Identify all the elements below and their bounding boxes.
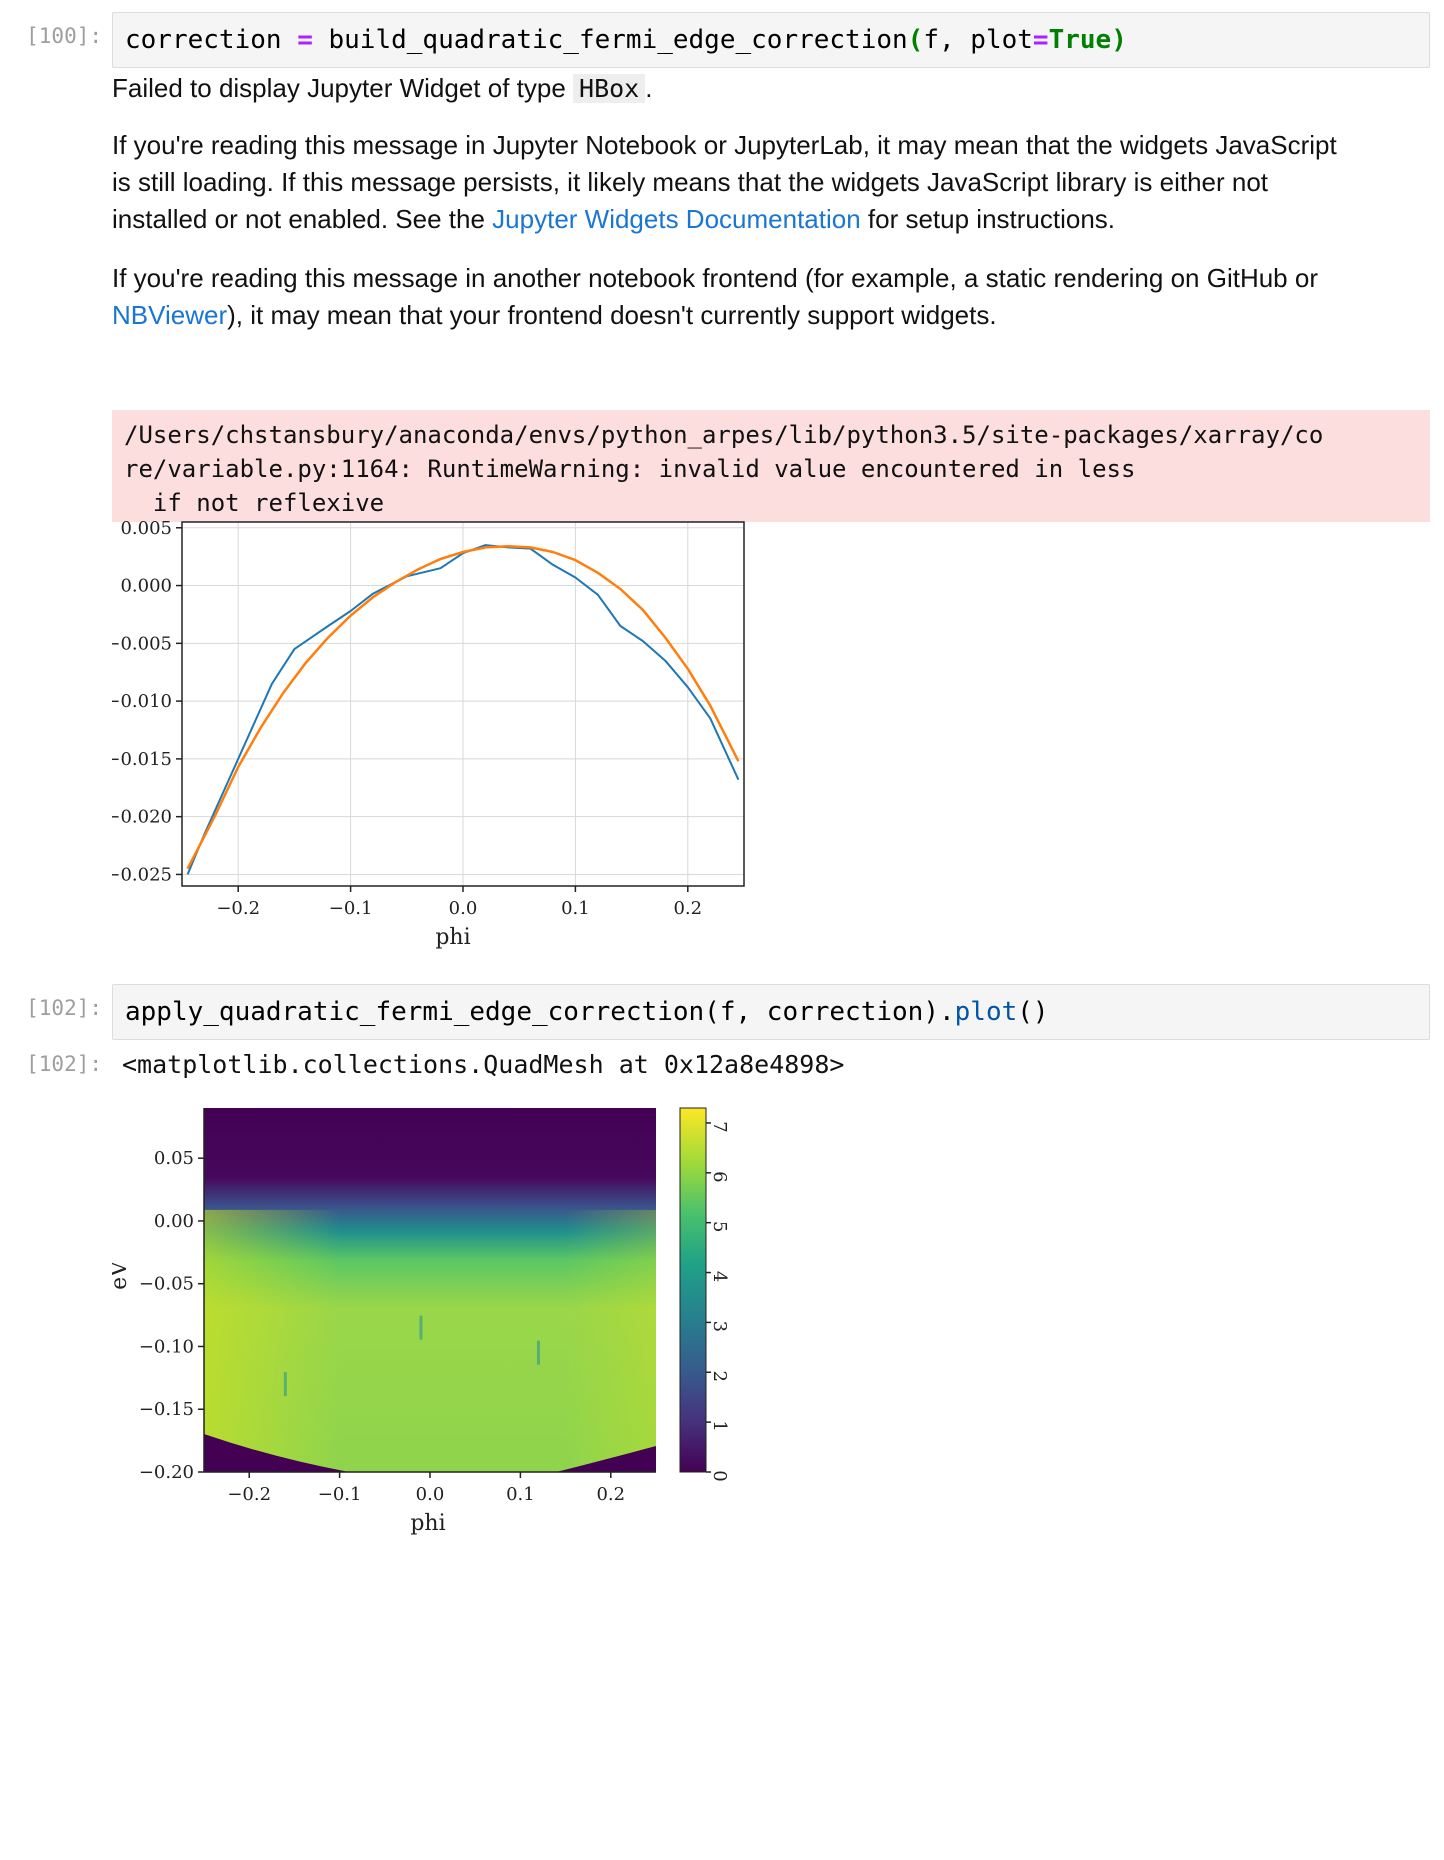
y-tick-label: 0.000 [120, 576, 172, 597]
colorbar-tick-label: 3 [709, 1321, 730, 1332]
code-token: = [297, 25, 313, 55]
x-tick-label: 0.2 [673, 898, 702, 919]
stderr-line: if not reflexive [124, 489, 385, 517]
x-axis-label: phi [435, 925, 470, 950]
stderr-output: /Users/chstansbury/anaconda/envs/python_… [112, 410, 1430, 522]
code-token: build_quadratic_fermi_edge_correction [312, 25, 908, 55]
widget-message-paragraph: If you're reading this message in Jupyte… [112, 130, 1337, 234]
x-tick-label: 0.1 [506, 1484, 535, 1505]
code-token: True [1048, 25, 1112, 55]
y-tick-label: −0.005 [112, 633, 172, 654]
colorbar-tick-label: 1 [709, 1420, 730, 1431]
stderr-line: /Users/chstansbury/anaconda/envs/python_… [124, 421, 1324, 449]
code-token: correction [125, 25, 298, 55]
cell-prompt: [100]: [26, 24, 102, 48]
x-tick-label: −0.1 [329, 898, 373, 919]
data-series-line [186, 544, 740, 875]
code-cell-input[interactable]: correction = build_quadratic_fermi_edge_… [112, 12, 1430, 68]
heatmap-streak [536, 1340, 540, 1365]
code-token: = [1032, 25, 1049, 55]
colorbar-tick-label: 6 [709, 1171, 730, 1182]
x-tick-label: 0.2 [596, 1484, 625, 1505]
corrected-spectrum-heatmap: −0.2 −0.1 0.0 0.1 0.2 0.05 0.00 −0.05 −0.10 −0.15… [112, 1107, 730, 1536]
code-token: ) [1111, 25, 1127, 55]
x-tick-label: 0.1 [561, 898, 590, 919]
x-tick-label: 0.0 [416, 1484, 445, 1505]
code-token: ( [907, 25, 924, 55]
y-tick-label: −0.15 [139, 1399, 194, 1420]
widget-message-line: Failed to display Jupyter Widget of type… [112, 73, 653, 103]
y-tick-label: −0.010 [112, 691, 172, 712]
heatmap-brightness-overlay [204, 1209, 656, 1472]
colorbar-tick-label: 0 [709, 1470, 730, 1481]
heatmap-streak [283, 1372, 287, 1397]
cell-output-prompt: [102]: [26, 1052, 102, 1076]
output-repr: <matplotlib.collections.QuadMesh at 0x12… [122, 1050, 845, 1079]
y-tick-label: 0.005 [120, 520, 172, 539]
x-tick-label: 0.0 [449, 898, 478, 919]
widget-message: Failed to display Jupyter Widget of type… [112, 66, 1352, 334]
y-tick-label: −0.025 [112, 864, 172, 885]
colorbar-tick-label: 5 [709, 1221, 730, 1232]
colorbar-tick-label: 2 [709, 1371, 730, 1382]
nbviewer-link[interactable]: NBViewer [112, 300, 228, 330]
code-token: f, plot [923, 25, 1033, 55]
colorbar-tick-label: 4 [709, 1271, 730, 1282]
x-tick-label: −0.1 [318, 1484, 362, 1505]
x-tick-label: −0.2 [216, 898, 260, 919]
widget-message-paragraph: If you're reading this message in anothe… [112, 263, 1318, 330]
code-cell-input[interactable]: apply_quadratic_fermi_edge_correction(f,… [112, 984, 1430, 1040]
y-axis-label: eV [112, 1260, 132, 1290]
stderr-line: re/variable.py:1164: RuntimeWarning: inv… [124, 455, 1136, 483]
y-tick-label: −0.10 [139, 1336, 194, 1357]
x-axis-label: phi [410, 1511, 445, 1536]
y-tick-label: −0.20 [139, 1462, 194, 1483]
cell-prompt: [102]: [26, 996, 102, 1020]
jupyter-widgets-docs-link[interactable]: Jupyter Widgets Documentation [492, 204, 861, 234]
colorbar [679, 1107, 707, 1473]
heatmap-right-corner [556, 1446, 656, 1472]
fit-series-line [186, 545, 740, 870]
code-token: apply_quadratic_fermi_edge_correction(f,… [125, 997, 955, 1027]
y-tick-label: −0.020 [112, 807, 172, 828]
colorbar-tick-label: 7 [709, 1121, 730, 1132]
y-tick-label: −0.015 [112, 749, 172, 770]
y-tick-label: −0.05 [139, 1274, 194, 1295]
heatmap-left-corner [204, 1434, 349, 1472]
heatmap-streak [419, 1315, 423, 1340]
inline-code: HBox [573, 74, 646, 103]
code-token: () [1017, 997, 1049, 1027]
y-tick-label: 0.05 [154, 1148, 194, 1169]
code-token: plot [954, 997, 1018, 1027]
x-tick-label: −0.2 [227, 1484, 271, 1505]
fermi-edge-fit-chart: −0.2 −0.1 0.0 0.1 0.2 0.005 0.000 −0.005 −0.010 −… [112, 520, 745, 950]
y-tick-label: 0.00 [154, 1211, 194, 1232]
